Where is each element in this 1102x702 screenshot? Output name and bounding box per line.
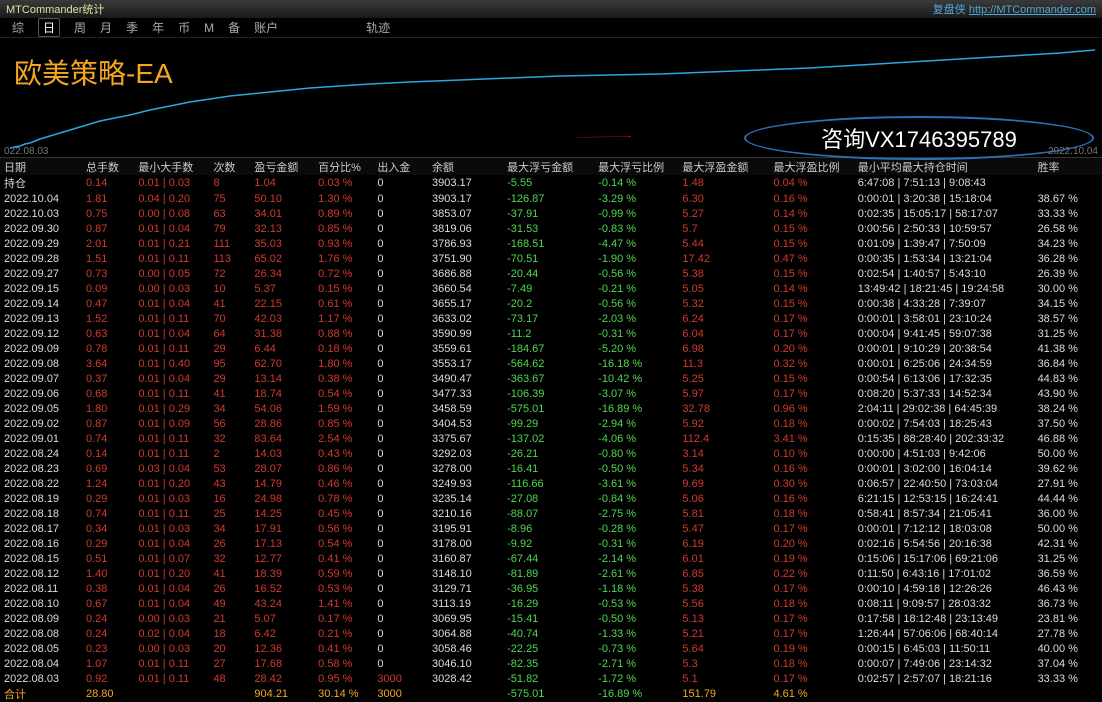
- position-row: 持仓0.140.01 | 0.0381.040.03 %03903.17-5.5…: [0, 175, 1102, 191]
- period-tab[interactable]: 周: [74, 19, 86, 36]
- table-row: 2022.08.221.240.01 | 0.204314.790.46 %03…: [0, 476, 1102, 491]
- table-header-row: 日期总手数最小大手数次数盈亏金额百分比%出入金余额最大浮亏金额最大浮亏比例最大浮…: [0, 158, 1102, 175]
- col-header[interactable]: 最大浮盈比例: [769, 158, 853, 175]
- table-row: 2022.08.180.740.01 | 0.112514.250.45 %03…: [0, 506, 1102, 521]
- period-tab[interactable]: 日: [38, 18, 60, 37]
- strategy-title: 欧美策略-EA: [14, 52, 173, 92]
- col-header[interactable]: 出入金: [373, 158, 428, 175]
- arrow-icon: [465, 136, 745, 138]
- table-row: 2022.08.121.400.01 | 0.204118.390.59 %03…: [0, 566, 1102, 581]
- table-row: 2022.08.030.920.01 | 0.114828.420.95 %30…: [0, 671, 1102, 686]
- period-tab[interactable]: 账户: [254, 19, 278, 36]
- period-tab[interactable]: 年: [152, 19, 164, 36]
- col-header[interactable]: 最大浮亏金额: [503, 158, 594, 175]
- table-row: 2022.10.030.750.00 | 0.086334.010.89 %03…: [0, 206, 1102, 221]
- col-header[interactable]: 次数: [209, 158, 250, 175]
- table-row: 2022.08.160.290.01 | 0.042617.130.54 %03…: [0, 536, 1102, 551]
- col-header[interactable]: 日期: [0, 158, 82, 175]
- app-title: MTCommander统计: [6, 1, 104, 17]
- table-row: 2022.09.083.640.01 | 0.409562.701.80 %03…: [0, 356, 1102, 371]
- period-tab[interactable]: M: [204, 21, 214, 35]
- table-row: 2022.08.090.240.00 | 0.03215.070.17 %030…: [0, 611, 1102, 626]
- table-row: 2022.09.070.370.01 | 0.042913.140.38 %03…: [0, 371, 1102, 386]
- period-tab[interactable]: 月: [100, 19, 112, 36]
- table-row: 2022.08.240.140.01 | 0.11214.030.43 %032…: [0, 446, 1102, 461]
- table-row: 2022.09.010.740.01 | 0.113283.642.54 %03…: [0, 431, 1102, 446]
- col-header[interactable]: 最大浮亏比例: [594, 158, 678, 175]
- equity-chart: 欧美策略-EA 咨询VX1746395789 022.08.03 2022.10…: [0, 38, 1102, 158]
- date-end: 2022.10.04: [1048, 146, 1098, 157]
- table-row: 2022.09.051.800.01 | 0.293454.061.59 %03…: [0, 401, 1102, 416]
- col-header[interactable]: 百分比%: [314, 158, 373, 175]
- table-row: 2022.09.131.520.01 | 0.117042.031.17 %03…: [0, 311, 1102, 326]
- table-row: 2022.08.050.230.00 | 0.032012.360.41 %03…: [0, 641, 1102, 656]
- table-row: 2022.09.090.780.01 | 0.11296.440.18 %035…: [0, 341, 1102, 356]
- table-row: 2022.08.170.340.01 | 0.033417.910.56 %03…: [0, 521, 1102, 536]
- col-header[interactable]: 最大浮盈金额: [678, 158, 769, 175]
- period-tab[interactable]: 季: [126, 19, 138, 36]
- table-row: 2022.08.110.380.01 | 0.042616.520.53 %03…: [0, 581, 1102, 596]
- table-row: 2022.09.281.510.01 | 0.1111365.021.76 %0…: [0, 251, 1102, 266]
- col-header[interactable]: 余额: [428, 158, 503, 175]
- table-row: 2022.09.020.870.01 | 0.095628.860.85 %03…: [0, 416, 1102, 431]
- stats-table-wrap: 日期总手数最小大手数次数盈亏金额百分比%出入金余额最大浮亏金额最大浮亏比例最大浮…: [0, 158, 1102, 702]
- table-row: 2022.09.150.090.00 | 0.03105.370.15 %036…: [0, 281, 1102, 296]
- link-box: 复盘侠 http://MTCommander.com: [933, 1, 1096, 17]
- table-row: 2022.09.270.730.00 | 0.057226.340.72 %03…: [0, 266, 1102, 281]
- table-row: 2022.08.100.670.01 | 0.044943.241.41 %03…: [0, 596, 1102, 611]
- stats-table: 日期总手数最小大手数次数盈亏金额百分比%出入金余额最大浮亏金额最大浮亏比例最大浮…: [0, 158, 1102, 702]
- homepage-link[interactable]: http://MTCommander.com: [969, 4, 1096, 16]
- table-row: 2022.09.292.010.01 | 0.2111135.030.93 %0…: [0, 236, 1102, 251]
- footer-row: 合计28.80904.2130.14 %3000-575.01-16.89 %1…: [0, 686, 1102, 702]
- table-row: 2022.08.190.290.01 | 0.031624.980.78 %03…: [0, 491, 1102, 506]
- period-toolbar: 综日周月季年币M备账户 轨迹: [0, 18, 1102, 38]
- col-header[interactable]: 总手数: [82, 158, 134, 175]
- table-row: 2022.08.150.510.01 | 0.073212.770.41 %03…: [0, 551, 1102, 566]
- col-header[interactable]: 最小平均最大持仓时间: [854, 158, 1034, 175]
- period-tab[interactable]: 综: [12, 19, 24, 36]
- table-row: 2022.09.140.470.01 | 0.044122.150.61 %03…: [0, 296, 1102, 311]
- col-header[interactable]: 盈亏金额: [250, 158, 314, 175]
- table-row: 2022.09.300.870.01 | 0.047932.130.85 %03…: [0, 221, 1102, 236]
- table-row: 2022.08.080.240.02 | 0.04186.420.21 %030…: [0, 626, 1102, 641]
- table-row: 2022.08.230.690.03 | 0.045328.070.86 %03…: [0, 461, 1102, 476]
- col-header[interactable]: 最小大手数: [134, 158, 209, 175]
- titlebar: MTCommander统计 复盘侠 http://MTCommander.com: [0, 0, 1102, 18]
- trace-tab[interactable]: 轨迹: [366, 19, 390, 36]
- table-row: 2022.09.120.630.01 | 0.046431.380.88 %03…: [0, 326, 1102, 341]
- table-row: 2022.10.041.810.04 | 0.207550.101.30 %03…: [0, 191, 1102, 206]
- col-header[interactable]: 胜率: [1034, 158, 1102, 175]
- period-tab[interactable]: 备: [228, 19, 240, 36]
- table-row: 2022.09.060.680.01 | 0.114118.740.54 %03…: [0, 386, 1102, 401]
- period-tab[interactable]: 币: [178, 19, 190, 36]
- date-start: 022.08.03: [4, 146, 49, 157]
